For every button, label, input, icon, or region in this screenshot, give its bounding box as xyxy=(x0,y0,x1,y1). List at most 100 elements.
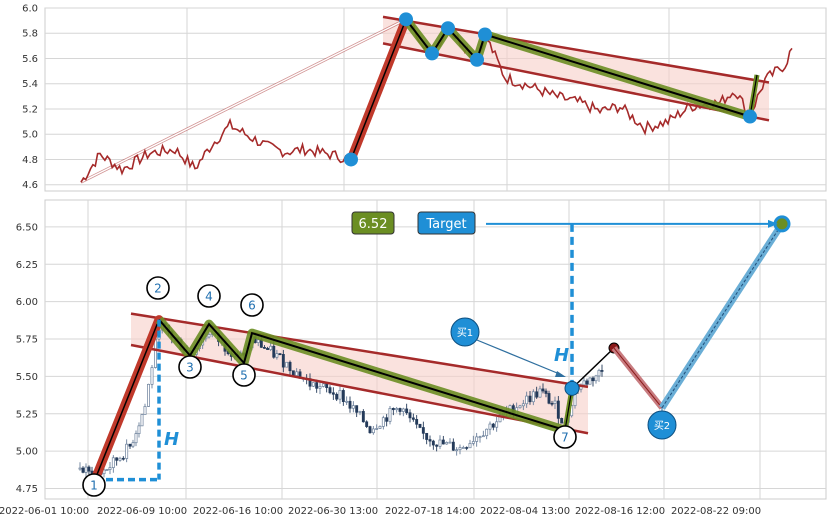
candle-body xyxy=(401,408,405,412)
candle-body xyxy=(365,421,369,427)
candle-body xyxy=(521,403,525,407)
bottom-x-tick-label: 2022-07-18 14:00 xyxy=(385,506,475,517)
target-value-text: 6.52 xyxy=(359,217,388,232)
candle-body xyxy=(121,457,125,460)
candle-body xyxy=(455,449,459,452)
candle-body xyxy=(355,405,359,413)
top-price-panel: 6.0 5.8 5.6 5.4 5.2 5.0 4.8 4.6 xyxy=(22,4,827,192)
candle-body xyxy=(495,421,499,428)
pattern-point-circle xyxy=(82,473,106,497)
bottom-y-tick-label: 6.25 xyxy=(16,260,38,271)
candle-body xyxy=(547,393,551,404)
target-value-box xyxy=(351,211,395,235)
bottom-y-tick-label: 5.00 xyxy=(16,447,38,458)
candle-body xyxy=(256,339,260,343)
top-y-tick-label: 5.8 xyxy=(22,29,38,40)
bottom-candle-panel: 6.50 6.25 6.00 5.75 5.50 5.25 5.00 4.75 2022-06… xyxy=(0,199,827,517)
candle-body xyxy=(81,467,85,473)
target-label-box xyxy=(417,211,476,235)
candle-body xyxy=(118,457,122,461)
buy1-pointer xyxy=(471,337,563,376)
candle-body xyxy=(275,353,279,358)
top-pole-leg-core xyxy=(350,19,407,160)
pattern-point-label: 7 xyxy=(561,431,569,445)
candle-body xyxy=(465,447,469,449)
top-pattern-point xyxy=(743,109,757,124)
bottom-y-tick-label: 5.75 xyxy=(16,335,38,346)
candle-body xyxy=(361,411,365,423)
candle-body xyxy=(471,441,475,444)
candle-body xyxy=(325,383,329,388)
breakout-point xyxy=(564,380,580,396)
candle-body xyxy=(475,436,479,442)
candle-body xyxy=(421,427,425,434)
candle-body xyxy=(147,383,150,407)
candle-body xyxy=(291,370,295,376)
buy2-marker xyxy=(647,410,677,440)
candle-body xyxy=(461,447,465,449)
pattern-point-circle xyxy=(197,284,221,308)
candle-body xyxy=(140,414,144,427)
candle-body xyxy=(84,466,88,473)
candle-body xyxy=(385,417,389,422)
candle-body xyxy=(285,361,289,368)
candle-body xyxy=(105,469,109,471)
top-y-tick-label: 5.6 xyxy=(22,54,38,65)
candle-body xyxy=(544,390,548,394)
projection-target-core xyxy=(661,223,783,409)
candle-body xyxy=(315,382,319,389)
candle-body xyxy=(368,426,372,434)
candle-body xyxy=(262,347,266,349)
bottom-x-tick-label: 2022-08-04 13:00 xyxy=(480,506,570,517)
bottom-x-tick-label: 2022-08-16 12:00 xyxy=(575,506,665,517)
candle-body xyxy=(415,419,419,425)
candle-body xyxy=(128,443,132,447)
pattern-point-circle xyxy=(240,293,264,317)
candle-body xyxy=(134,433,138,444)
candle-body xyxy=(378,426,382,429)
candle-body xyxy=(518,405,522,409)
candle-body xyxy=(207,334,211,338)
candle-body xyxy=(525,395,529,405)
candle-body xyxy=(591,377,595,382)
top-y-tick-label: 4.8 xyxy=(22,155,38,166)
candle-body xyxy=(391,408,395,411)
candle-body xyxy=(143,406,147,415)
buy1-label: 买1 xyxy=(457,327,473,339)
candle-body xyxy=(553,400,557,404)
candle-body xyxy=(538,388,542,398)
candle-body xyxy=(431,440,435,446)
top-pattern-point xyxy=(425,46,439,61)
candle-body xyxy=(154,338,157,368)
pattern-point-circle xyxy=(553,425,577,449)
candle-body xyxy=(468,443,472,449)
bottom-y-tick-label: 5.50 xyxy=(16,372,38,383)
bottom-flag-legs-core xyxy=(158,318,566,432)
top-y-tick-label: 5.2 xyxy=(22,104,38,115)
bottom-x-tick-label: 2022-06-16 10:00 xyxy=(193,506,283,517)
top-pattern-point xyxy=(478,27,492,42)
bottom-y-ticks: 6.50 6.25 6.00 5.75 5.50 5.25 5.00 4.75 xyxy=(16,222,38,495)
candle-body xyxy=(328,387,332,394)
candle-body xyxy=(531,391,535,403)
candle-body xyxy=(451,441,455,451)
bottom-y-tick-label: 4.75 xyxy=(16,484,38,495)
top-pattern-point xyxy=(344,152,358,167)
candle-body xyxy=(481,435,485,438)
candle-body xyxy=(418,423,422,428)
candle-body xyxy=(115,457,119,461)
candle-body xyxy=(435,444,439,447)
candle-body xyxy=(345,400,349,403)
candle-body xyxy=(550,402,554,405)
top-y-tick-label: 5.4 xyxy=(22,79,38,90)
candle-body xyxy=(485,428,489,437)
candle-body xyxy=(381,417,385,427)
bottom-y-tick-label: 6.00 xyxy=(16,297,38,308)
candle-body xyxy=(131,442,135,447)
top-y-tick-label: 5.0 xyxy=(22,130,38,141)
pattern-point-label: 1 xyxy=(90,479,98,493)
candle-body xyxy=(535,391,539,398)
candle-body xyxy=(556,400,560,419)
candle-body xyxy=(288,361,292,372)
